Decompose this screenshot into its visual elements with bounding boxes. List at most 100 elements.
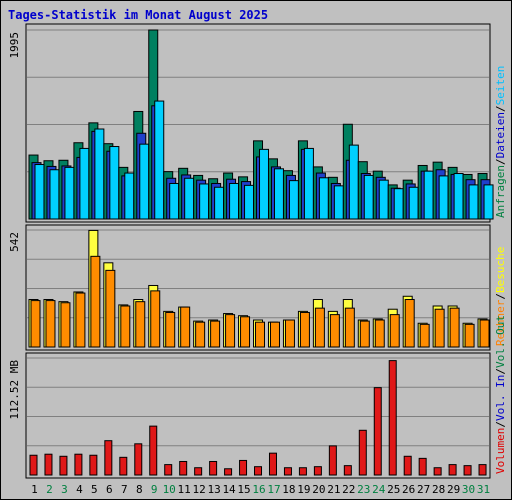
bottom-bar-volumen bbox=[194, 467, 203, 476]
middle-panel: 542 Rechner/Besuche bbox=[8, 224, 507, 351]
top-bar-seiten bbox=[64, 166, 75, 220]
x-tick-label: 23 bbox=[357, 483, 370, 496]
x-tick-label: 30 bbox=[462, 483, 475, 496]
x-tick-label: 13 bbox=[207, 483, 220, 496]
bottom-legend-item: / bbox=[494, 368, 507, 375]
top-legend-item: Seiten bbox=[494, 66, 507, 106]
top-bar-seiten bbox=[184, 177, 195, 220]
top-bar-seiten bbox=[438, 175, 449, 220]
middle-bar-rechner bbox=[135, 301, 146, 348]
bottom-bar-volumen bbox=[418, 457, 427, 476]
top-legend-item: Anfragen bbox=[494, 165, 507, 218]
x-tick-label: 19 bbox=[297, 483, 310, 496]
x-tick-label: 24 bbox=[372, 483, 386, 496]
top-bar-seiten bbox=[259, 148, 270, 220]
x-tick-label: 10 bbox=[163, 483, 176, 496]
bottom-bar-volumen bbox=[388, 360, 397, 476]
middle-bar-rechner bbox=[464, 323, 475, 348]
top-bar-seiten bbox=[49, 169, 60, 220]
bottom-y-max-label: 112.52 MB bbox=[8, 360, 21, 420]
top-bar-seiten bbox=[423, 170, 434, 220]
bottom-legend-item: Volumen bbox=[494, 428, 507, 474]
bottom-bar-volumen bbox=[463, 465, 472, 476]
x-tick-label: 3 bbox=[61, 483, 68, 496]
top-bar-seiten bbox=[288, 180, 299, 220]
top-bar-seiten bbox=[453, 173, 464, 220]
middle-bar-rechner bbox=[329, 314, 340, 348]
x-tick-label: 2 bbox=[46, 483, 53, 496]
middle-bar-rechner bbox=[479, 319, 490, 348]
middle-bar-rechner bbox=[374, 319, 385, 348]
bottom-bar-volumen bbox=[29, 454, 38, 476]
bottom-bar-volumen bbox=[343, 465, 352, 476]
bottom-bar-volumen bbox=[74, 453, 83, 476]
bottom-legend-item: / bbox=[494, 421, 507, 428]
top-bar-seiten bbox=[468, 184, 479, 220]
top-bar-seiten bbox=[244, 184, 255, 220]
top-bar-seiten bbox=[348, 144, 359, 220]
bottom-bar-volumen bbox=[119, 456, 128, 476]
x-tick-label: 26 bbox=[402, 483, 415, 496]
middle-bar-rechner bbox=[60, 302, 71, 348]
top-bar-seiten bbox=[109, 146, 120, 220]
middle-legend-item: Besuche bbox=[494, 247, 507, 293]
x-tick-label: 21 bbox=[327, 483, 340, 496]
middle-bar-rechner bbox=[314, 307, 325, 348]
top-y-max-label: 1995 bbox=[8, 32, 21, 59]
middle-legend-item: / bbox=[494, 293, 507, 300]
x-tick-label: 16 bbox=[252, 483, 265, 496]
x-tick-label: 29 bbox=[447, 483, 460, 496]
middle-legend-item: Rechner bbox=[494, 299, 507, 346]
middle-legend: Rechner/Besuche bbox=[494, 247, 507, 346]
x-tick-label: 14 bbox=[222, 483, 236, 496]
bottom-bar-volumen bbox=[298, 467, 307, 476]
bottom-bar-volumen bbox=[164, 464, 173, 476]
top-legend: Anfragen/Dateien/Seiten bbox=[494, 66, 507, 218]
x-tick-label: 5 bbox=[91, 483, 98, 496]
x-tick-label: 1 bbox=[31, 483, 38, 496]
top-legend-item: Dateien bbox=[494, 112, 507, 158]
bottom-bar-volumen bbox=[44, 453, 53, 476]
x-tick-label: 20 bbox=[312, 483, 325, 496]
bottom-bar-volumen bbox=[328, 445, 337, 476]
bottom-bar-volumen bbox=[268, 452, 277, 476]
middle-bar-rechner bbox=[255, 321, 266, 348]
middle-y-max-label: 542 bbox=[8, 232, 21, 252]
top-legend-item: / bbox=[494, 105, 507, 112]
top-bar-seiten bbox=[229, 182, 240, 220]
top-bar-seiten bbox=[393, 188, 404, 220]
middle-bar-rechner bbox=[359, 320, 370, 348]
bottom-bar-volumen bbox=[313, 466, 322, 476]
bottom-bar-volumen bbox=[149, 425, 158, 476]
top-bar-seiten bbox=[79, 147, 90, 220]
top-legend-item: / bbox=[494, 158, 507, 165]
bottom-bar-volumen bbox=[254, 466, 263, 476]
x-tick-label: 25 bbox=[387, 483, 400, 496]
middle-bar-rechner bbox=[419, 323, 430, 348]
bottom-bar-volumen bbox=[283, 467, 292, 476]
bottom-bar-volumen bbox=[59, 455, 68, 476]
middle-bar-rechner bbox=[120, 305, 131, 348]
middle-bar-rechner bbox=[225, 314, 236, 348]
x-tick-label: 18 bbox=[282, 483, 295, 496]
bottom-bar-volumen bbox=[403, 455, 412, 476]
top-bar-seiten bbox=[94, 128, 105, 220]
top-bar-seiten bbox=[408, 186, 419, 220]
bottom-legend-item: Vol. In bbox=[494, 375, 507, 421]
x-tick-label: 31 bbox=[477, 483, 490, 496]
x-tick-label: 12 bbox=[193, 483, 206, 496]
middle-bar-rechner bbox=[344, 307, 355, 348]
middle-bar-rechner bbox=[195, 321, 206, 348]
top-bar-seiten bbox=[124, 172, 135, 220]
middle-bar-rechner bbox=[90, 255, 101, 348]
bottom-bar-volumen bbox=[478, 464, 487, 476]
chart-panels: 1995Anfragen/Dateien/Seiten542Rechner/Be… bbox=[8, 23, 507, 479]
middle-bar-rechner bbox=[75, 292, 86, 348]
bottom-bar-volumen bbox=[448, 464, 457, 476]
top-bar-seiten bbox=[483, 184, 494, 220]
top-bar-seiten bbox=[214, 186, 225, 220]
x-tick-label: 6 bbox=[106, 483, 113, 496]
top-bar-seiten bbox=[333, 185, 344, 220]
